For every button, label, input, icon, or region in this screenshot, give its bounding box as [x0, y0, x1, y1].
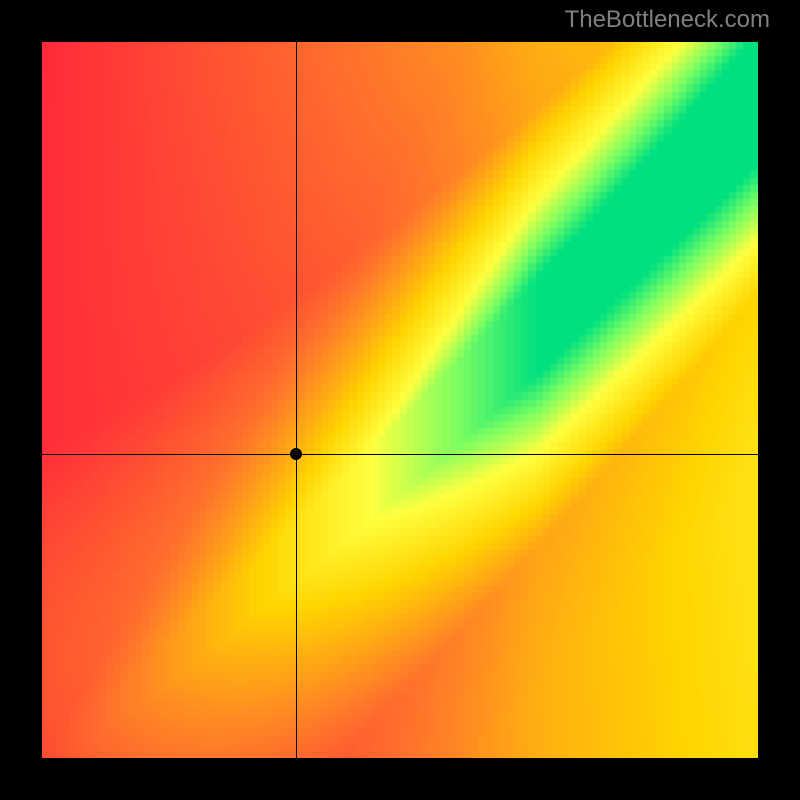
crosshair-marker	[290, 448, 302, 460]
heatmap-canvas	[42, 42, 758, 758]
bottleneck-heatmap	[42, 42, 758, 758]
watermark-text: TheBottleneck.com	[565, 6, 770, 34]
crosshair-horizontal	[42, 454, 758, 455]
crosshair-vertical	[296, 42, 297, 758]
